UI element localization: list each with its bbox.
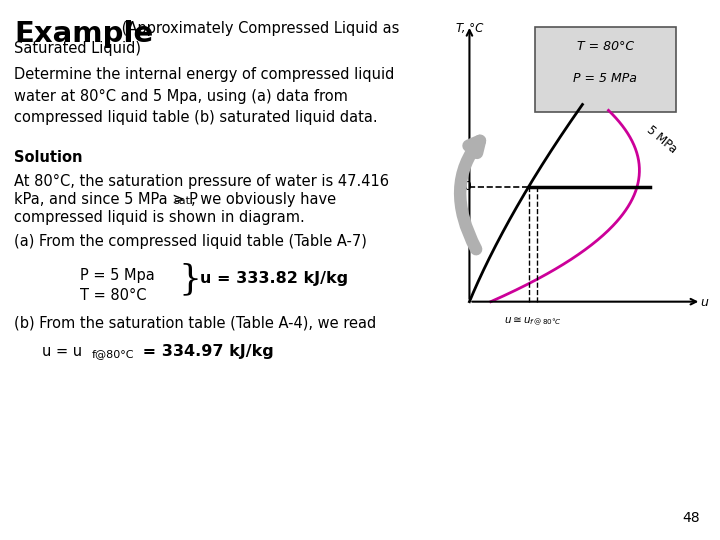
Text: Example: Example bbox=[14, 20, 153, 48]
Text: Solution: Solution bbox=[14, 150, 83, 165]
Text: Saturated Liquid): Saturated Liquid) bbox=[14, 41, 141, 56]
Text: kPa, and since 5 MPa > P: kPa, and since 5 MPa > P bbox=[14, 192, 198, 207]
FancyBboxPatch shape bbox=[535, 26, 676, 112]
Text: 5 MPa: 5 MPa bbox=[644, 124, 679, 156]
Text: , we obviously have: , we obviously have bbox=[191, 192, 336, 207]
Text: T = 80°C: T = 80°C bbox=[80, 288, 146, 303]
Text: T, °C: T, °C bbox=[456, 22, 484, 35]
Text: u: u bbox=[700, 296, 708, 309]
Text: }: } bbox=[178, 262, 201, 296]
Text: (Approximately Compressed Liquid as: (Approximately Compressed Liquid as bbox=[117, 21, 400, 36]
Text: u = 333.82 kJ/kg: u = 333.82 kJ/kg bbox=[200, 272, 348, 287]
Text: $u \cong u_{f\,@\,80°C}$: $u \cong u_{f\,@\,80°C}$ bbox=[503, 315, 562, 327]
Text: = 334.97 kJ/kg: = 334.97 kJ/kg bbox=[137, 344, 274, 359]
Text: sat: sat bbox=[173, 196, 190, 206]
Text: At 80°C, the saturation pressure of water is 47.416: At 80°C, the saturation pressure of wate… bbox=[14, 174, 389, 189]
Text: T = 80°C: T = 80°C bbox=[577, 40, 634, 53]
Text: f@80°C: f@80°C bbox=[92, 349, 135, 359]
Text: Determine the internal energy of compressed liquid
water at 80°C and 5 Mpa, usin: Determine the internal energy of compres… bbox=[14, 67, 395, 125]
Text: 80: 80 bbox=[457, 180, 472, 193]
Text: P = 5 MPa: P = 5 MPa bbox=[573, 72, 637, 85]
Text: compressed liquid is shown in diagram.: compressed liquid is shown in diagram. bbox=[14, 210, 305, 225]
Text: 48: 48 bbox=[683, 511, 700, 525]
Text: (b) From the saturation table (Table A-4), we read: (b) From the saturation table (Table A-4… bbox=[14, 315, 377, 330]
Text: u = u: u = u bbox=[42, 344, 82, 359]
Text: (a) From the compressed liquid table (Table A-7): (a) From the compressed liquid table (Ta… bbox=[14, 234, 367, 249]
Text: P = 5 Mpa: P = 5 Mpa bbox=[80, 268, 155, 283]
